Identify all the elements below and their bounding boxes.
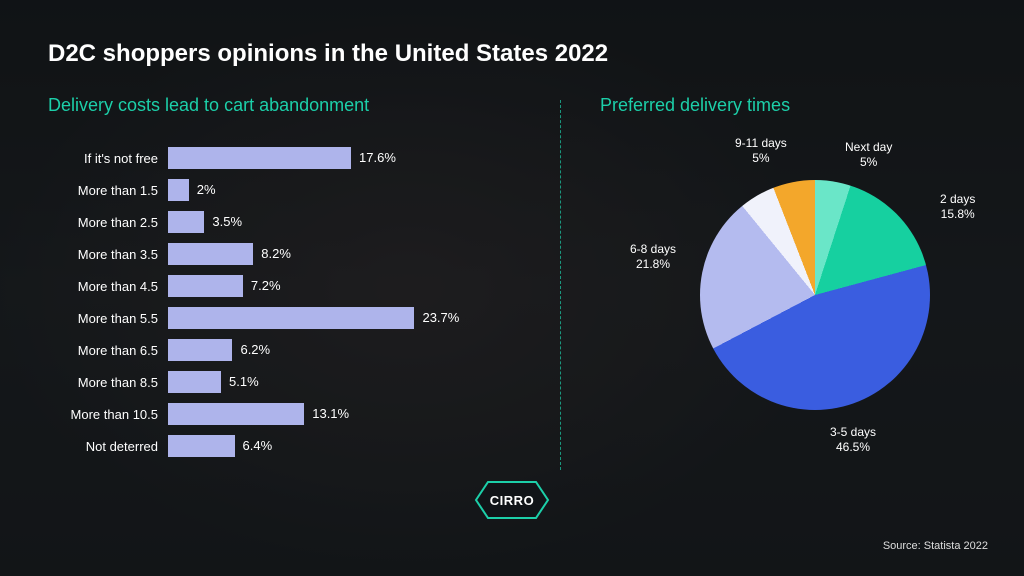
bar-track: 6.2% [168, 339, 428, 361]
bar-fill [168, 147, 351, 169]
source-text: Source: Statista 2022 [883, 540, 988, 552]
bar-fill [168, 339, 232, 361]
bar-track: 5.1% [168, 371, 428, 393]
bar-label: More than 4.5 [48, 279, 168, 294]
bar-row: More than 10.5 13.1% [48, 398, 528, 430]
bar-track: 6.4% [168, 435, 428, 457]
bar-chart: If it's not free17.6%More than 1.52%More… [48, 142, 528, 462]
bar-track: 7.2% [168, 275, 428, 297]
bar-row: Not deterred 6.4% [48, 430, 528, 462]
bar-value: 6.4% [235, 435, 273, 457]
bar-value: 6.2% [232, 339, 270, 361]
bar-fill [168, 275, 243, 297]
bar-fill [168, 243, 253, 265]
bar-fill [168, 211, 204, 233]
bar-row: More than 4.5 7.2% [48, 270, 528, 302]
bar-fill [168, 307, 414, 329]
bar-value: 13.1% [304, 403, 349, 425]
bar-label: If it's not free [48, 151, 168, 166]
bar-label: More than 10.5 [48, 407, 168, 422]
bar-row: More than 6.5 6.2% [48, 334, 528, 366]
logo-text: CIRRO [472, 478, 552, 522]
bar-fill [168, 371, 221, 393]
bar-fill [168, 435, 235, 457]
bar-label: More than 6.5 [48, 343, 168, 358]
pie-slice-label: Next day5% [845, 140, 892, 170]
bar-row: More than 8.5 5.1% [48, 366, 528, 398]
subtitle-left: Delivery costs lead to cart abandonment [48, 95, 369, 116]
pie-disc [700, 180, 930, 410]
section-divider [560, 100, 561, 470]
subtitle-right: Preferred delivery times [600, 95, 790, 116]
bar-track: 3.5% [168, 211, 428, 233]
pie-slice-label: 2 days15.8% [940, 192, 975, 222]
pie-slice-label: 9-11 days5% [735, 136, 787, 166]
main-title: D2C shoppers opinions in the United Stat… [48, 40, 608, 68]
bar-value: 23.7% [414, 307, 459, 329]
bar-track: 23.7% [168, 307, 428, 329]
bar-value: 8.2% [253, 243, 291, 265]
bar-label: More than 2.5 [48, 215, 168, 230]
bar-track: 17.6% [168, 147, 428, 169]
bar-fill [168, 403, 304, 425]
bar-row: More than 3.5 8.2% [48, 238, 528, 270]
bar-value: 2% [189, 179, 216, 201]
bar-row: More than 5.523.7% [48, 302, 528, 334]
bar-track: 2% [168, 179, 428, 201]
pie-chart: Next day5%2 days15.8%3-5 days46.5%6-8 da… [640, 150, 970, 450]
bar-label: More than 1.5 [48, 183, 168, 198]
bar-label: More than 8.5 [48, 375, 168, 390]
brand-logo: CIRRO [472, 478, 552, 522]
bar-label: More than 5.5 [48, 311, 168, 326]
bar-track: 8.2% [168, 243, 428, 265]
bar-value: 3.5% [204, 211, 242, 233]
bar-row: More than 1.5 2% [48, 174, 528, 206]
pie-slice-label: 3-5 days46.5% [830, 425, 876, 455]
bar-fill [168, 179, 189, 201]
bar-row: More than 2.5 3.5% [48, 206, 528, 238]
bar-track: 13.1% [168, 403, 428, 425]
bar-row: If it's not free 17.6% [48, 142, 528, 174]
bar-value: 5.1% [221, 371, 259, 393]
infographic-stage: D2C shoppers opinions in the United Stat… [0, 0, 1024, 576]
pie-slice-label: 6-8 days21.8% [630, 242, 676, 272]
bar-value: 7.2% [243, 275, 281, 297]
bar-label: Not deterred [48, 439, 168, 454]
bar-label: More than 3.5 [48, 247, 168, 262]
bar-value: 17.6% [351, 147, 396, 169]
